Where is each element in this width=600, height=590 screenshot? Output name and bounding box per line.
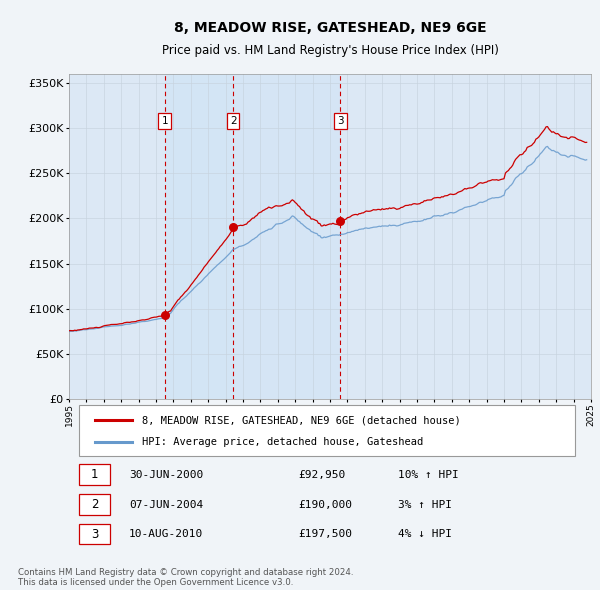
Text: 1: 1 [161,116,168,126]
Text: 4% ↓ HPI: 4% ↓ HPI [398,529,452,539]
Text: 1: 1 [91,468,98,481]
Text: Contains HM Land Registry data © Crown copyright and database right 2024.
This d: Contains HM Land Registry data © Crown c… [18,568,353,587]
Text: 10% ↑ HPI: 10% ↑ HPI [398,470,458,480]
Text: £197,500: £197,500 [299,529,353,539]
FancyBboxPatch shape [79,405,575,455]
Text: 3: 3 [91,528,98,541]
Text: £190,000: £190,000 [299,500,353,510]
Text: £92,950: £92,950 [299,470,346,480]
Bar [164,74,233,399]
Text: 2: 2 [91,498,98,511]
Text: 07-JUN-2004: 07-JUN-2004 [129,500,203,510]
Text: Price paid vs. HM Land Registry's House Price Index (HPI): Price paid vs. HM Land Registry's House … [161,44,499,57]
Text: 8, MEADOW RISE, GATESHEAD, NE9 6GE: 8, MEADOW RISE, GATESHEAD, NE9 6GE [173,21,487,35]
Text: 8, MEADOW RISE, GATESHEAD, NE9 6GE (detached house): 8, MEADOW RISE, GATESHEAD, NE9 6GE (deta… [142,415,461,425]
Text: 30-JUN-2000: 30-JUN-2000 [129,470,203,480]
Text: 2: 2 [230,116,236,126]
Point [160,310,169,320]
Text: 3% ↑ HPI: 3% ↑ HPI [398,500,452,510]
Bar [233,74,340,399]
Text: 3: 3 [337,116,344,126]
Text: HPI: Average price, detached house, Gateshead: HPI: Average price, detached house, Gate… [142,437,424,447]
FancyBboxPatch shape [79,464,110,484]
Text: 10-AUG-2010: 10-AUG-2010 [129,529,203,539]
FancyBboxPatch shape [79,494,110,514]
FancyBboxPatch shape [79,525,110,545]
Point [229,223,238,232]
Point [335,216,345,225]
